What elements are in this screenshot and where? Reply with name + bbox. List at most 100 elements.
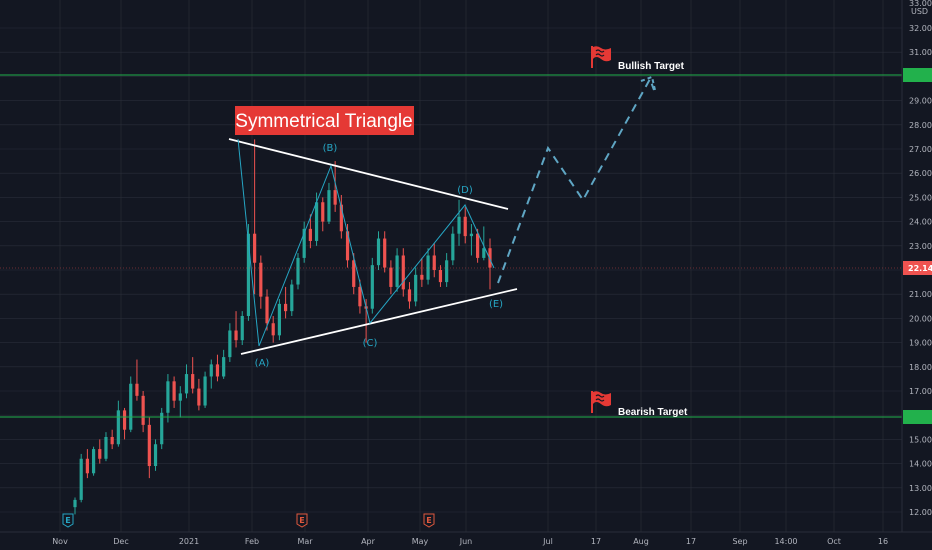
wave-label-b: (B) <box>323 143 338 154</box>
candle-body <box>407 289 412 302</box>
candle-body <box>463 216 467 237</box>
candle <box>166 374 170 423</box>
candle-body <box>426 255 430 280</box>
candle-body <box>277 303 282 336</box>
candle <box>376 231 381 270</box>
bullish-flag-icon <box>591 46 611 68</box>
candle-body <box>222 357 226 377</box>
candle-body <box>85 458 89 474</box>
candle-body <box>389 267 393 287</box>
price-tick-label: 28.00 <box>909 121 932 130</box>
candle <box>215 354 220 382</box>
analysis-drawings: (A) (B) (C) (D) (E) Symmetrical Triangle… <box>228 46 688 418</box>
candle <box>457 199 461 246</box>
candle-body <box>445 260 449 283</box>
candle-body <box>166 381 170 413</box>
time-tick-labels: Nov Dec 2021 Feb Mar Apr May Jun Jul 17 Aug 17 Sep 14… <box>52 537 888 546</box>
triangle-upper-trendline[interactable] <box>228 138 509 210</box>
price-tick-label: 23.00 <box>909 242 932 251</box>
elliott-wave-path[interactable] <box>237 138 495 347</box>
candle <box>122 407 127 440</box>
time-tick-label: May <box>412 537 429 546</box>
candle-body <box>401 255 405 290</box>
candle <box>116 400 120 447</box>
candle-body <box>209 364 213 377</box>
price-tick-label: 20.00 <box>909 314 932 323</box>
candle <box>426 248 430 285</box>
candle <box>290 279 294 316</box>
triangle-lower-trendline[interactable] <box>240 288 518 355</box>
bearish-target-badge <box>903 410 932 424</box>
candle <box>463 207 467 244</box>
candle <box>253 139 257 295</box>
candle-body <box>153 444 158 467</box>
price-tick-label: 27.00 <box>909 145 932 154</box>
candle <box>79 453 83 503</box>
candle-body <box>110 436 114 445</box>
time-tick-label: 17 <box>591 537 601 546</box>
candle <box>104 432 108 462</box>
candle-body <box>339 204 343 232</box>
earnings-marker[interactable]: E <box>62 513 74 528</box>
candle-body <box>240 315 244 341</box>
price-tick-label: 21.00 <box>909 290 932 299</box>
candle <box>339 194 343 239</box>
candle <box>389 260 393 295</box>
candle-body <box>482 248 486 258</box>
bearish-flag-icon <box>591 391 611 413</box>
candle-body <box>383 238 387 268</box>
candle <box>370 257 374 314</box>
candle <box>240 311 244 346</box>
candle <box>191 357 195 394</box>
candle-body <box>420 274 424 280</box>
earnings-marker-label: E <box>65 516 70 525</box>
wave-label-a: (A) <box>255 358 270 369</box>
candle-body <box>457 216 461 234</box>
earnings-marker-shape <box>296 513 308 528</box>
candle-body <box>376 238 381 266</box>
earnings-marker[interactable]: E <box>296 513 308 528</box>
candle <box>476 228 480 263</box>
candle <box>73 497 77 515</box>
candle-body <box>197 388 201 406</box>
candle-body <box>172 381 176 401</box>
candle-body <box>215 364 220 377</box>
bearish-target-label: Bearish Target <box>618 407 688 418</box>
candle <box>172 376 176 408</box>
price-tick-label: 24.00 <box>909 218 932 227</box>
candle-body <box>432 255 436 270</box>
candle-body <box>321 202 325 222</box>
candle <box>98 439 102 464</box>
time-tick-label: Mar <box>297 537 313 546</box>
candle-body <box>91 449 96 474</box>
bullish-target-label: Bullish Target <box>618 61 685 72</box>
candle <box>482 226 486 261</box>
candle <box>383 231 387 273</box>
candle-body <box>438 270 443 283</box>
candle <box>358 279 362 314</box>
candle <box>197 378 201 411</box>
time-tick-label: Sep <box>732 537 747 546</box>
candle <box>129 376 133 433</box>
candle-body <box>253 233 257 263</box>
wave-label-c: (C) <box>363 338 378 349</box>
candle <box>445 253 449 287</box>
time-tick-label: 2021 <box>179 537 199 546</box>
earnings-marker-shape <box>423 513 435 528</box>
earnings-marker-shape <box>62 513 74 528</box>
candle-body <box>308 228 312 241</box>
candle-body <box>395 255 399 287</box>
time-axis[interactable]: Nov Dec 2021 Feb Mar Apr May Jun Jul 17 Aug 17 Sep 14… <box>0 531 932 550</box>
candle <box>265 289 269 331</box>
time-tick-label: Aug <box>633 537 649 546</box>
price-axis[interactable]: 33.00 USD 32.0031.0030.0029.0028.0027.00… <box>901 0 932 532</box>
candle <box>141 391 145 433</box>
price-tick-label: 26.00 <box>909 169 932 178</box>
chart-title-box[interactable] <box>235 106 414 135</box>
earnings-marker[interactable]: E <box>423 513 435 528</box>
candle <box>420 257 424 287</box>
candle-body <box>259 262 263 297</box>
earnings-marker-label: E <box>299 516 304 525</box>
candle-body <box>302 228 306 258</box>
